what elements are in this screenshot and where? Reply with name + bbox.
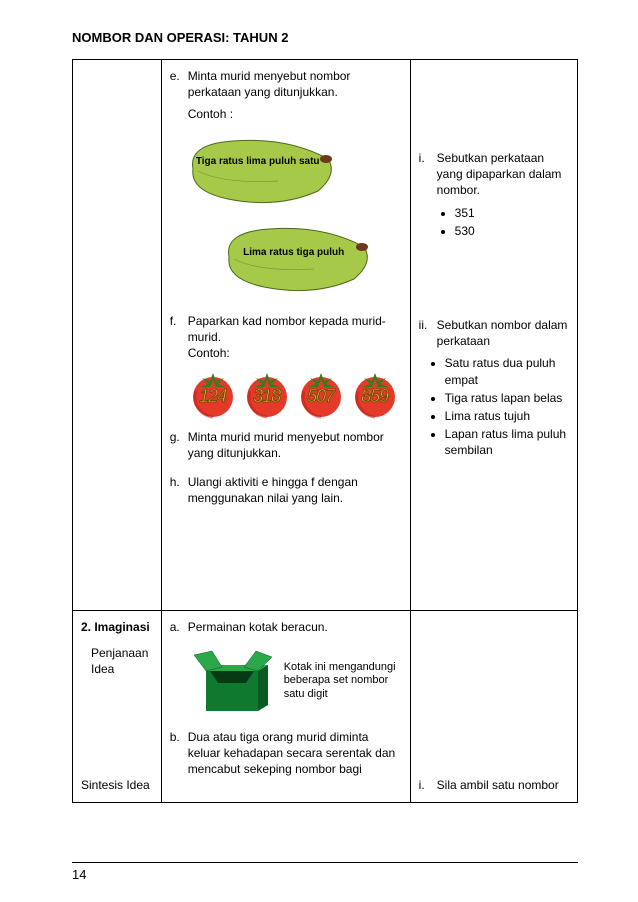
item-letter: f. — [170, 313, 188, 362]
mango-icon — [178, 129, 338, 207]
section-sub: Sintesis Idea — [81, 777, 153, 793]
tomato-card: 859 — [350, 369, 400, 419]
item-text: Sila ambil satu nombor — [437, 777, 569, 793]
item-letter: e. — [170, 68, 188, 100]
bullet-list: Satu ratus dua puluh empat Tiga ratus la… — [419, 355, 569, 458]
item-text: Permainan kotak beracun. — [188, 619, 402, 635]
list-item: Tiga ratus lapan belas — [445, 390, 569, 406]
mango-label: Tiga ratus lima puluh satu — [178, 156, 338, 168]
page-header: NOMBOR DAN OPERASI: TAHUN 2 — [72, 30, 578, 45]
tomato-number: 318 — [242, 384, 292, 408]
box-label: Kotak ini mengandungi beberapa set nombo… — [284, 661, 402, 701]
list-item: Satu ratus dua puluh empat — [445, 355, 569, 387]
table-row: e. Minta murid menyebut nombor perkataan… — [73, 60, 578, 611]
list-item: Lima ratus tujuh — [445, 408, 569, 424]
item-letter: g. — [170, 429, 188, 461]
cell-r1c3: i. Sebutkan perkataan yang dipaparkan da… — [410, 60, 577, 611]
bullet-list: 351 530 — [419, 205, 569, 239]
item-letter: ii. — [419, 317, 437, 349]
section-sub: Penjanaan Idea — [91, 645, 153, 677]
tomato-row: 124 318 — [188, 369, 402, 419]
tomato-number: 859 — [350, 384, 400, 408]
mango-shape: Tiga ratus lima puluh satu — [178, 129, 338, 207]
mango-label: Lima ratus tiga puluh — [214, 247, 374, 259]
item-text: Paparkan kad nombor kepada murid-murid. … — [188, 313, 402, 362]
item-letter: h. — [170, 474, 188, 506]
tomato-number: 507 — [296, 384, 346, 408]
mango-shape: Lima ratus tiga puluh — [214, 217, 374, 295]
lesson-table: e. Minta murid menyebut nombor perkataan… — [72, 59, 578, 803]
tomato-card: 507 — [296, 369, 346, 419]
page-number: 14 — [72, 862, 578, 882]
contoh-label: Contoh: — [188, 346, 230, 360]
table-row: 2. Imaginasi Penjanaan Idea Sintesis Ide… — [73, 610, 578, 802]
list-item: 530 — [455, 223, 569, 239]
item-letter: b. — [170, 729, 188, 778]
contoh-label: Contoh : — [188, 106, 402, 122]
tomato-number: 124 — [188, 384, 238, 408]
cell-r2c3: i. Sila ambil satu nombor — [410, 610, 577, 802]
item-text-inner: Paparkan kad nombor kepada murid-murid. — [188, 314, 386, 344]
item-letter: i. — [419, 777, 437, 793]
cell-r2c1: 2. Imaginasi Penjanaan Idea Sintesis Ide… — [73, 610, 162, 802]
list-item: 351 — [455, 205, 569, 221]
item-letter: a. — [170, 619, 188, 635]
item-text: Minta murid menyebut nombor perkataan ya… — [188, 68, 402, 100]
item-text: Minta murid murid menyebut nombor yang d… — [188, 429, 402, 461]
box-icon — [188, 645, 276, 717]
cell-r2c2: a. Permainan kotak beracun. Kotak ini me… — [161, 610, 410, 802]
item-text: Sebutkan nombor dalam perkataan — [437, 317, 569, 349]
cell-r1c1 — [73, 60, 162, 611]
item-text: Ulangi aktiviti e hingga f dengan menggu… — [188, 474, 402, 506]
tomato-card: 124 — [188, 369, 238, 419]
cell-r1c2: e. Minta murid menyebut nombor perkataan… — [161, 60, 410, 611]
tomato-card: 318 — [242, 369, 292, 419]
section-title: 2. Imaginasi — [81, 619, 153, 635]
box-row: Kotak ini mengandungi beberapa set nombo… — [188, 645, 402, 717]
item-letter: i. — [419, 150, 437, 199]
item-text: Dua atau tiga orang murid diminta keluar… — [188, 729, 402, 778]
list-item: Lapan ratus lima puluh sembilan — [445, 426, 569, 458]
item-text: Sebutkan perkataan yang dipaparkan dalam… — [437, 150, 569, 199]
